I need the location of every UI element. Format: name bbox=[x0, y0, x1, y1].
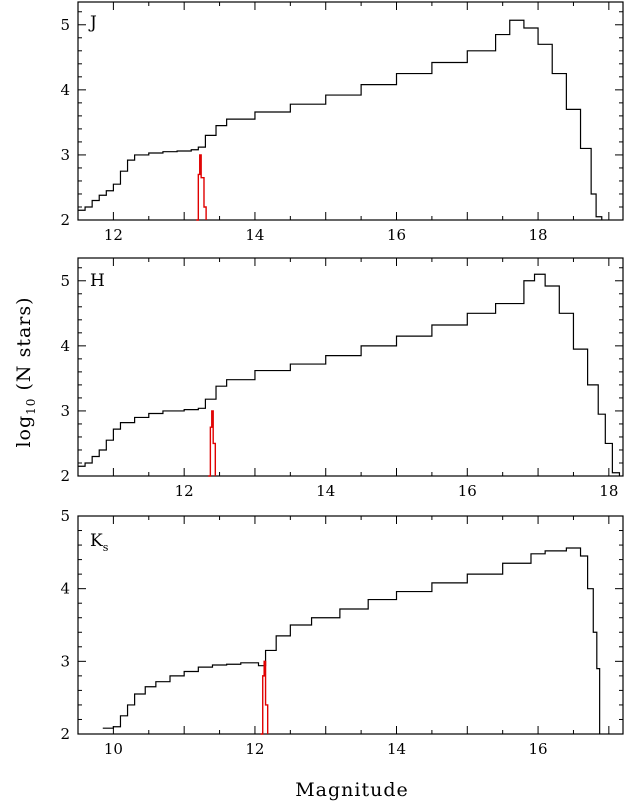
x-tick-label: 14 bbox=[245, 226, 264, 244]
x-tick-label: 12 bbox=[175, 482, 194, 500]
x-tick-label: 16 bbox=[387, 226, 406, 244]
y-tick-label: 3 bbox=[60, 146, 70, 164]
band-label: Ks bbox=[90, 531, 109, 554]
y-axis-title: log10 (N stars) bbox=[13, 296, 38, 447]
y-tick-label: 4 bbox=[60, 337, 70, 355]
red-clump-peak-line bbox=[260, 660, 269, 735]
luminosity-function-line bbox=[78, 273, 621, 476]
y-tick-label: 3 bbox=[60, 402, 70, 420]
tick-labels: 10 12 14 16 2 3 4 5 bbox=[60, 507, 547, 758]
luminosity-function-line bbox=[102, 547, 601, 734]
tick-marks bbox=[77, 258, 623, 477]
x-tick-label: 12 bbox=[104, 226, 123, 244]
plot-frame bbox=[77, 1, 624, 221]
x-tick-label: 14 bbox=[316, 482, 335, 500]
x-tick-label: 18 bbox=[599, 482, 618, 500]
tick-labels: 12 14 16 18 2 3 4 5 bbox=[60, 16, 547, 244]
y-tick-label: 4 bbox=[60, 81, 70, 99]
x-tick-label: 18 bbox=[529, 226, 548, 244]
luminosity-function-line bbox=[78, 19, 603, 220]
plot-frame bbox=[77, 515, 624, 735]
x-tick-label: 10 bbox=[104, 740, 123, 758]
x-tick-label: 14 bbox=[387, 740, 406, 758]
tick-marks bbox=[77, 515, 623, 735]
y-tick-label: 3 bbox=[60, 652, 70, 670]
y-tick-label: 2 bbox=[60, 467, 70, 485]
band-label: H bbox=[90, 271, 105, 291]
panel-j: 12 14 16 18 2 3 4 5 J bbox=[60, 1, 624, 244]
y-tick-label: 2 bbox=[60, 725, 70, 743]
panel-h: 12 14 16 18 2 3 4 5 H bbox=[60, 257, 624, 500]
x-tick-label: 12 bbox=[245, 740, 264, 758]
red-clump-peak-line bbox=[196, 154, 207, 221]
series-group bbox=[78, 19, 603, 221]
panel-ks: 10 12 14 16 2 3 4 5 Ks bbox=[60, 507, 624, 758]
tick-labels: 12 14 16 18 2 3 4 5 bbox=[60, 272, 618, 500]
x-axis-title: Magnitude bbox=[295, 779, 409, 801]
plot-frame bbox=[77, 257, 624, 477]
x-tick-label: 16 bbox=[529, 740, 548, 758]
y-tick-label: 5 bbox=[60, 507, 70, 525]
x-tick-label: 16 bbox=[458, 482, 477, 500]
y-tick-label: 5 bbox=[60, 16, 70, 34]
y-tick-label: 5 bbox=[60, 272, 70, 290]
y-tick-label: 4 bbox=[60, 580, 70, 598]
tick-marks bbox=[77, 2, 623, 221]
y-tick-label: 2 bbox=[60, 211, 70, 229]
band-label: J bbox=[88, 13, 97, 33]
red-clump-peak-line bbox=[208, 410, 217, 477]
series-group bbox=[78, 273, 621, 477]
series-group bbox=[102, 547, 601, 735]
